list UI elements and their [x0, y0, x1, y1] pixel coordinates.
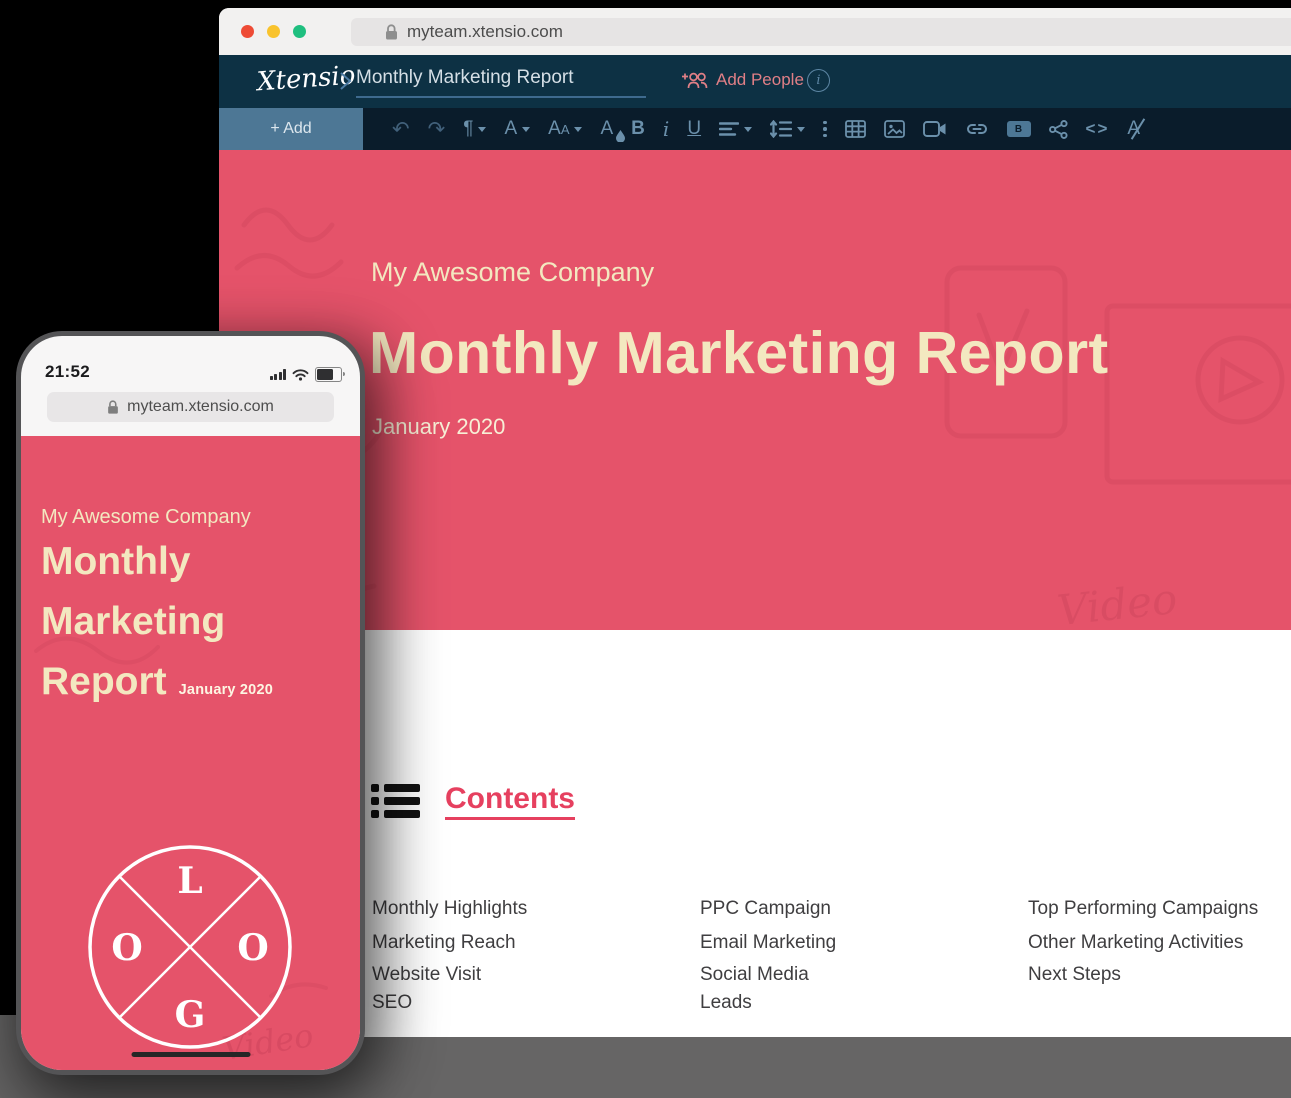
report-date: January 2020: [178, 682, 273, 698]
contents-item: Top Performing Campaigns: [1028, 898, 1259, 919]
wifi-icon: [292, 368, 309, 381]
chevron-down-icon: [522, 126, 531, 132]
add-people-icon: [682, 72, 708, 88]
bold-icon[interactable]: B: [631, 118, 645, 139]
contents-item: Website Visit: [372, 964, 482, 985]
contents-header: Contents: [371, 782, 575, 820]
contents-column-2: PPC Campaign Email Marketing Social Medi…: [700, 899, 1028, 1012]
report-title-line: Report January 2020: [41, 660, 273, 703]
contents-item: Other Marketing Activities: [1028, 932, 1244, 953]
document-title-field[interactable]: Monthly Marketing Report: [356, 67, 646, 98]
share-icon[interactable]: [1040, 108, 1077, 150]
battery-icon: [315, 367, 345, 382]
contents-list: Monthly Highlights Marketing Reach Websi…: [372, 899, 1291, 1012]
line-spacing-dropdown[interactable]: [761, 108, 814, 150]
lock-icon: [108, 399, 118, 414]
phone-mockup: 21:52: [16, 331, 365, 1075]
browser-window: myteam.xtensio.com Xtensio Monthly Marke…: [219, 8, 1291, 1037]
phone-report-hero: Video My Awesome Company Monthly Marketi…: [21, 436, 360, 1070]
line-spacing-icon: [770, 120, 793, 138]
contents-item: Leads: [700, 992, 752, 1013]
phone-status-icons: [269, 367, 345, 382]
phone-time: 21:52: [45, 362, 90, 381]
signal-icon: [269, 369, 286, 380]
report-title-line: Marketing: [41, 600, 226, 643]
contents-column-3: Top Performing Campaigns Other Marketing…: [1028, 899, 1291, 1012]
undo-icon[interactable]: ↶: [392, 117, 410, 141]
clear-formatting-icon[interactable]: A: [1118, 108, 1149, 150]
minimize-button[interactable]: [267, 25, 280, 38]
chevron-down-icon: [574, 126, 583, 132]
video-doodle-text: Video: [1055, 574, 1180, 630]
fullscreen-button[interactable]: [293, 25, 306, 38]
report-title-line: Monthly: [41, 540, 191, 583]
contents-item: Social Media: [700, 964, 809, 985]
report-body: Contents Monthly Highlights Marketing Re…: [219, 630, 1291, 1037]
browser-chrome: myteam.xtensio.com: [219, 8, 1291, 55]
info-icon[interactable]: i: [807, 69, 830, 92]
insert-video-icon[interactable]: [914, 108, 956, 150]
phone-url-text: myteam.xtensio.com: [127, 398, 274, 415]
contents-heading-link[interactable]: Contents: [445, 782, 575, 820]
more-options-icon[interactable]: [814, 108, 836, 150]
chevron-right-icon: [340, 72, 352, 90]
phone-address-bar[interactable]: myteam.xtensio.com: [47, 392, 334, 422]
report-hero: Video My Awesome Company Monthly Marketi…: [219, 150, 1291, 630]
italic-icon[interactable]: i: [662, 117, 670, 141]
paragraph-style-dropdown[interactable]: ¶: [454, 108, 495, 150]
redo-icon[interactable]: ↷: [427, 117, 446, 141]
phone-url-row: myteam.xtensio.com: [21, 386, 360, 436]
home-indicator[interactable]: [131, 1052, 250, 1057]
contents-column-1: Monthly Highlights Marketing Reach Websi…: [372, 899, 700, 1012]
embed-code-icon[interactable]: <>: [1085, 119, 1110, 138]
sketch-doodles: Video: [234, 207, 1291, 630]
font-color-icon[interactable]: A: [591, 108, 626, 150]
align-dropdown[interactable]: [710, 108, 761, 150]
contents-item: SEO: [372, 992, 413, 1013]
report-title: Monthly Marketing Report: [369, 320, 1109, 386]
logo-letter-right: O: [237, 927, 268, 969]
list-icon: [371, 784, 420, 818]
url-text: myteam.xtensio.com: [407, 22, 563, 41]
contents-item: PPC Campaign: [700, 898, 831, 919]
traffic-lights: [241, 25, 306, 38]
insert-button-icon[interactable]: B: [998, 108, 1040, 150]
editor-header: Xtensio Monthly Marketing Report Add Peo…: [219, 55, 1291, 108]
phone-screen: 21:52: [21, 336, 360, 1070]
company-logo: L O O G: [88, 845, 292, 1049]
company-name: My Awesome Company: [41, 506, 251, 528]
close-button[interactable]: [241, 25, 254, 38]
logo-letter-bottom: G: [175, 994, 206, 1036]
address-bar[interactable]: myteam.xtensio.com: [351, 18, 1291, 46]
font-family-dropdown[interactable]: A: [495, 108, 539, 150]
contents-item: Marketing Reach: [372, 932, 516, 953]
logo-letter-left: O: [111, 927, 142, 969]
contents-item: Email Marketing: [700, 932, 837, 953]
lock-icon: [386, 23, 397, 39]
report-date: January 2020: [372, 414, 506, 439]
align-left-icon: [719, 122, 740, 136]
insert-table-icon[interactable]: [836, 108, 875, 150]
company-name: My Awesome Company: [371, 257, 655, 287]
add-module-button[interactable]: + Add: [219, 108, 363, 150]
chevron-down-icon: [744, 126, 753, 132]
insert-image-icon[interactable]: [875, 108, 914, 150]
contents-item: Next Steps: [1028, 964, 1121, 985]
add-people-button[interactable]: Add People: [681, 70, 804, 90]
sketch-doodles: Video: [34, 636, 328, 1068]
chevron-down-icon: [797, 126, 806, 132]
chevron-down-icon: [478, 126, 487, 132]
droplet-icon: [616, 130, 626, 142]
insert-link-icon[interactable]: [956, 108, 998, 150]
underline-icon[interactable]: U: [687, 118, 702, 139]
add-people-label: Add People: [716, 70, 804, 89]
phone-status-bar: 21:52: [21, 336, 360, 386]
logo-letter-top: L: [177, 860, 202, 902]
contents-item: Monthly Highlights: [372, 898, 528, 919]
